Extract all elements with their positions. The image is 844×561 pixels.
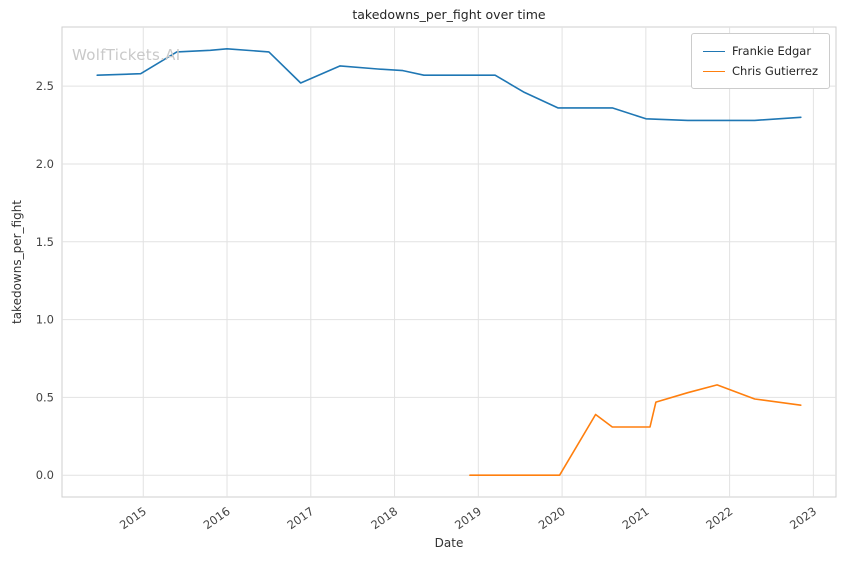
y-tick-label: 2.0: [36, 157, 54, 171]
y-tick-label: 1.5: [36, 235, 54, 249]
x-tick-label: 2021: [620, 504, 652, 532]
y-axis-label: takedowns_per_fight: [10, 199, 24, 325]
series-line: [96, 47, 802, 122]
y-tick-label: 0.0: [36, 468, 54, 482]
watermark: WolfTickets.AI: [72, 46, 181, 64]
series-line: [469, 384, 802, 477]
x-tick-label: 2015: [117, 504, 149, 532]
legend-item: Frankie Edgar: [703, 41, 818, 61]
x-tick-label: 2017: [284, 504, 316, 532]
x-tick-label: 2018: [368, 504, 400, 532]
y-tick-label: 2.5: [36, 79, 54, 93]
legend-line-swatch: [703, 70, 726, 72]
y-tick-label: 0.5: [36, 390, 54, 404]
x-tick-label: 2022: [703, 504, 735, 532]
legend-item: Chris Gutierrez: [703, 61, 818, 81]
legend-line-swatch: [703, 50, 726, 52]
plot-frame: [61, 26, 837, 498]
x-tick-label: 2016: [201, 504, 233, 532]
x-tick-label: 2023: [787, 504, 819, 532]
legend-label: Frankie Edgar: [732, 44, 812, 58]
x-tick-label: 2019: [452, 504, 484, 532]
legend-label: Chris Gutierrez: [732, 64, 818, 78]
x-axis-label: Date: [434, 536, 464, 550]
chart-title: takedowns_per_fight over time: [352, 7, 546, 22]
legend: Frankie Edgar Chris Gutierrez: [691, 33, 830, 89]
y-tick-label: 1.0: [36, 313, 54, 327]
x-tick-label: 2020: [536, 504, 568, 532]
